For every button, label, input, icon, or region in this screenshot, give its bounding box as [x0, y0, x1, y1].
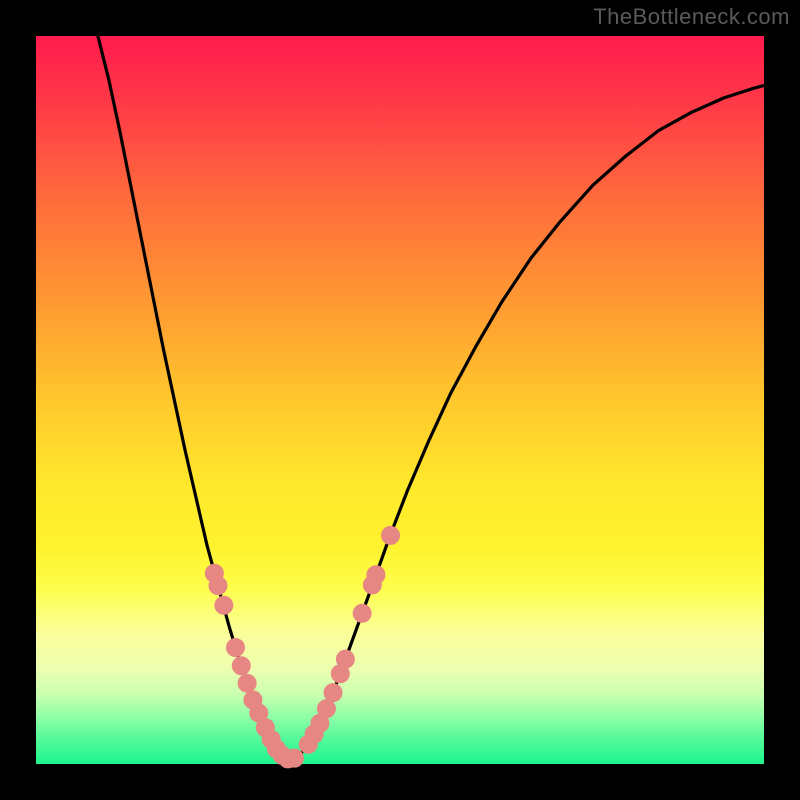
chart-svg [0, 0, 800, 800]
marker-point [382, 526, 400, 544]
marker-point [232, 657, 250, 675]
marker-point [317, 700, 335, 718]
marker-point [353, 604, 371, 622]
marker-point [215, 596, 233, 614]
watermark-text: TheBottleneck.com [593, 4, 790, 30]
marker-point [367, 566, 385, 584]
marker-point [336, 650, 354, 668]
marker-point [285, 749, 303, 767]
marker-point [226, 639, 244, 657]
marker-point [324, 684, 342, 702]
marker-point [238, 674, 256, 692]
chart-background [36, 36, 764, 764]
bottleneck-chart: TheBottleneck.com [0, 0, 800, 800]
marker-point [209, 577, 227, 595]
